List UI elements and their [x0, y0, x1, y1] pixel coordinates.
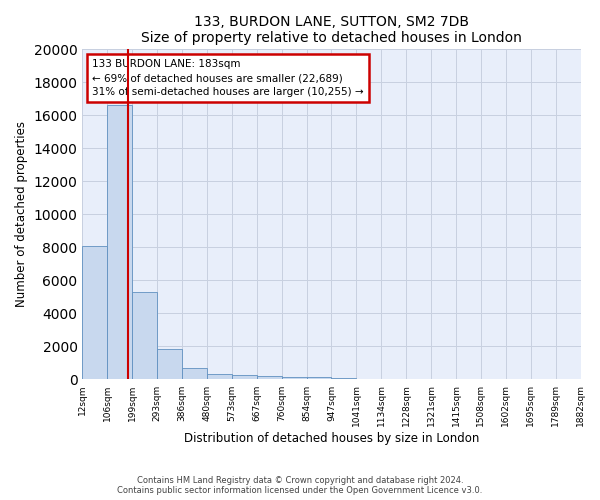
Y-axis label: Number of detached properties: Number of detached properties [15, 122, 28, 308]
Bar [132, 292, 157, 380]
Bar [232, 375, 257, 380]
Bar [307, 378, 331, 380]
Title: 133, BURDON LANE, SUTTON, SM2 7DB
Size of property relative to detached houses i: 133, BURDON LANE, SUTTON, SM2 7DB Size o… [141, 15, 522, 45]
Text: Contains HM Land Registry data © Crown copyright and database right 2024.
Contai: Contains HM Land Registry data © Crown c… [118, 476, 482, 495]
Bar [257, 376, 281, 380]
Bar [82, 246, 107, 380]
Bar [107, 106, 132, 380]
Bar [157, 349, 182, 380]
Bar [207, 374, 232, 380]
Bar [281, 376, 307, 380]
Text: 133 BURDON LANE: 183sqm
← 69% of detached houses are smaller (22,689)
31% of sem: 133 BURDON LANE: 183sqm ← 69% of detache… [92, 59, 364, 97]
X-axis label: Distribution of detached houses by size in London: Distribution of detached houses by size … [184, 432, 479, 445]
Bar [182, 368, 207, 380]
Bar [331, 378, 356, 380]
